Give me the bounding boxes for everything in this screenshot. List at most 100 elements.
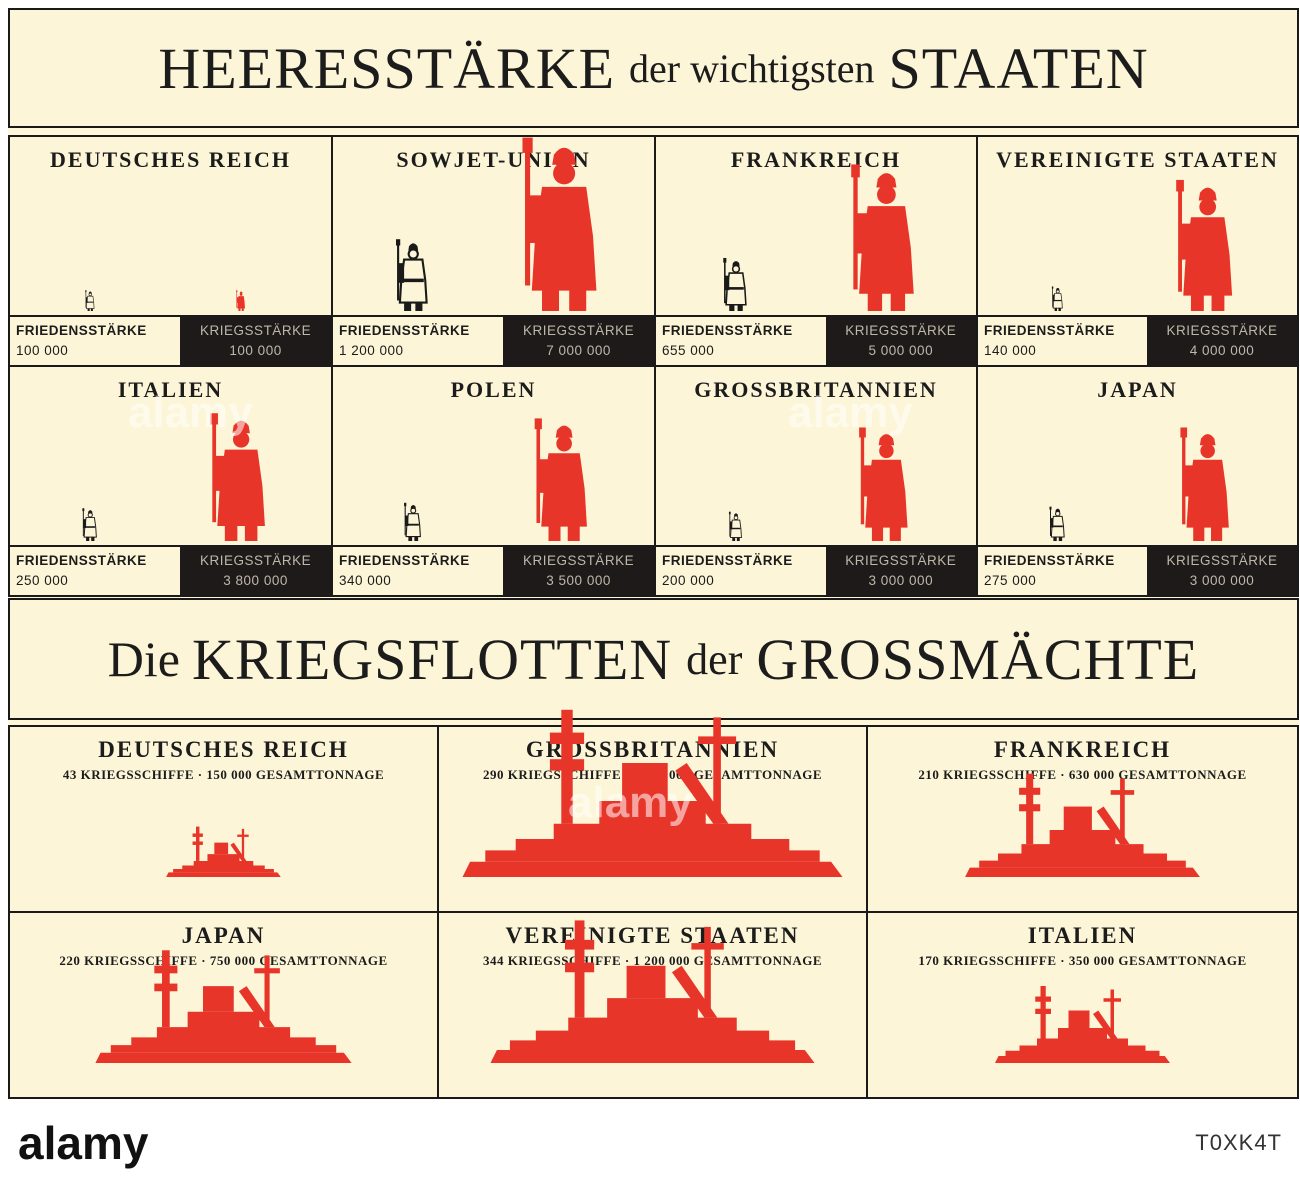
battleship-figure — [166, 826, 281, 877]
peace-strength-label: FRIEDENSSTÄRKE — [16, 323, 147, 338]
fleet-country-name: FRANKREICH — [993, 737, 1172, 762]
army-figures — [1049, 427, 1229, 541]
fleet-figure — [462, 709, 843, 877]
war-strength-value: 7 000 000 — [546, 343, 611, 358]
peace-strength-label: FRIEDENSSTÄRKE — [662, 553, 793, 568]
peace-strength: FRIEDENSSTÄRKE 275 000 — [978, 547, 1138, 595]
war-soldier-figure — [859, 427, 908, 541]
poster: HEERESSTÄRKE der wichtigsten STAATEN DEU… — [8, 8, 1299, 1099]
fleet-panel-vereinigte-staaten: VEREINIGTE STAATEN 344 KRIEGSSCHIFFE · 1 … — [437, 911, 868, 1099]
army-figures — [82, 413, 265, 541]
peace-strength: FRIEDENSSTÄRKE 250 000 — [10, 547, 171, 595]
war-strength-label: KRIEGSSTÄRKE — [1166, 323, 1278, 338]
war-strength-label: KRIEGSSTÄRKE — [845, 323, 957, 338]
fleet-figure — [166, 826, 281, 877]
war-soldier-figure — [1180, 427, 1229, 541]
fleet-country-name: ITALIEN — [1027, 923, 1138, 948]
army-panel-italien: ITALIEN FRIEDENSSTÄRKE 250 000 KRIEGSSTÄRKE… — [8, 365, 333, 597]
battleship-figure — [490, 920, 815, 1063]
war-strength-label: KRIEGSSTÄRKE — [200, 553, 312, 568]
fleet-figure — [965, 773, 1200, 877]
war-soldier-figure — [1176, 179, 1233, 311]
war-strength-value: 3 000 000 — [868, 573, 934, 588]
army-title: HEERESSTÄRKE der wichtigsten STAATEN — [10, 10, 1297, 126]
fleet-title-word-2: KRIEGSFLOTTEN — [191, 626, 673, 692]
war-strength: KRIEGSSTÄRKE 3 500 000 — [503, 547, 654, 595]
war-strength: KRIEGSSTÄRKE 100 000 — [180, 317, 331, 365]
army-title-box: HEERESSTÄRKE der wichtigsten STAATEN — [8, 8, 1299, 128]
war-soldier-figure — [236, 290, 245, 311]
alamy-logo: alamy — [18, 1117, 149, 1169]
army-panel-deutsches-reich: DEUTSCHES REICH FRIEDENSSTÄRKE 100 000 KRIE… — [8, 135, 333, 367]
peace-soldier-figure — [82, 508, 97, 541]
battleship-figure — [965, 773, 1200, 877]
peace-soldier-figure — [728, 511, 742, 541]
war-strength: KRIEGSSTÄRKE 3 000 000 — [825, 547, 976, 595]
war-strength-value: 3 500 000 — [546, 573, 611, 588]
army-panel-grossbritannien: GROSSBRITANNIEN FRIEDENSSTÄRKE 200 000 KRIE… — [654, 365, 978, 597]
country-name: FRANKREICH — [730, 147, 902, 172]
war-strength-label: KRIEGSSTÄRKE — [523, 553, 635, 568]
fleet-figure — [994, 985, 1171, 1063]
army-figures — [85, 290, 245, 311]
peace-soldier-figure — [404, 502, 421, 541]
strength-stats: FRIEDENSSTÄRKE 275 000 KRIEGSSTÄRKE 3 000 0… — [978, 545, 1297, 595]
peace-soldier-figure — [85, 290, 95, 311]
peace-soldier-figure — [396, 239, 428, 311]
fleet-title: Die KRIEGSFLOTTEN der GROSSMÄCHTE — [10, 600, 1297, 718]
fleet-title-word-1: Die — [107, 631, 180, 687]
war-strength: KRIEGSSTÄRKE 4 000 000 — [1147, 317, 1297, 365]
army-figures — [1051, 179, 1233, 311]
fleet-panel-deutsches-reich: DEUTSCHES REICH 43 KRIEGSSCHIFFE · 150 00… — [8, 725, 439, 913]
peace-strength-value: 140 000 — [984, 343, 1037, 358]
strength-stats: FRIEDENSSTÄRKE 1 200 000 KRIEGSSTÄRKE 7 000… — [333, 315, 654, 365]
war-strength-label: KRIEGSSTÄRKE — [845, 553, 957, 568]
strength-stats: FRIEDENSSTÄRKE 200 000 KRIEGSSTÄRKE 3 000 0… — [656, 545, 976, 595]
army-figures — [404, 418, 587, 541]
fleet-caption: 43 KRIEGSSCHIFFE · 150 000 GESAMTTONNAGE — [62, 767, 385, 782]
fleet-country-name: JAPAN — [181, 923, 266, 948]
country-name: VEREINIGTE STAATEN — [996, 147, 1279, 172]
peace-strength-label: FRIEDENSSTÄRKE — [984, 553, 1115, 568]
war-strength-value: 5 000 000 — [868, 343, 934, 358]
war-strength: KRIEGSSTÄRKE 5 000 000 — [825, 317, 976, 365]
peace-strength-value: 200 000 — [662, 573, 715, 588]
army-figures — [728, 427, 908, 541]
strength-stats: FRIEDENSSTÄRKE 655 000 KRIEGSSTÄRKE 5 000 0… — [656, 315, 976, 365]
peace-soldier-figure — [1051, 286, 1063, 311]
war-strength: KRIEGSSTÄRKE 3 800 000 — [180, 547, 331, 595]
army-panel-vereinigte-staaten: VEREINIGTE STAATEN FRIEDENSSTÄRKE 140 000 K… — [976, 135, 1299, 367]
army-panel-frankreich: FRANKREICH FRIEDENSSTÄRKE 655 000 KRIEGSSTÄ… — [654, 135, 978, 367]
peace-strength-label: FRIEDENSSTÄRKE — [984, 323, 1115, 338]
war-strength: KRIEGSSTÄRKE 7 000 000 — [503, 317, 654, 365]
peace-strength-value: 655 000 — [662, 343, 715, 358]
fleet-title-word-3: der — [686, 634, 743, 684]
battleship-figure — [994, 985, 1171, 1063]
country-name: JAPAN — [1097, 377, 1178, 402]
war-strength-label: KRIEGSSTÄRKE — [200, 323, 312, 338]
country-name: DEUTSCHES REICH — [50, 147, 291, 172]
army-panel-japan: JAPAN FRIEDENSSTÄRKE 275 000 KRIEGSSTÄRKE 3 … — [976, 365, 1299, 597]
war-soldier-figure — [210, 413, 265, 541]
army-panel-sowjet-union: SOWJET-UNION FRIEDENSSTÄRKE 1 200 000 KRIEG… — [331, 135, 656, 367]
fleet-title-box: Die KRIEGSFLOTTEN der GROSSMÄCHTE — [8, 598, 1299, 720]
strength-stats: FRIEDENSSTÄRKE 140 000 KRIEGSSTÄRKE 4 000 0… — [978, 315, 1297, 365]
war-strength-label: KRIEGSSTÄRKE — [523, 323, 635, 338]
war-strength-value: 100 000 — [229, 343, 282, 358]
footer-bar: alamy T0XK4T — [0, 1100, 1300, 1187]
fleet-caption: 220 KRIEGSSCHIFFE · 750 000 GESAMTTONNAG… — [59, 953, 388, 968]
fleet-caption: 170 KRIEGSSCHIFFE · 350 000 GESAMTTONNAG… — [918, 953, 1247, 968]
peace-strength: FRIEDENSSTÄRKE 340 000 — [333, 547, 494, 595]
army-title-word-3: STAATEN — [888, 35, 1149, 101]
battleship-figure — [462, 709, 843, 877]
peace-strength: FRIEDENSSTÄRKE 200 000 — [656, 547, 816, 595]
peace-strength-label: FRIEDENSSTÄRKE — [339, 323, 470, 338]
peace-strength-value: 275 000 — [984, 573, 1037, 588]
army-title-word-1: HEERESSTÄRKE — [158, 35, 616, 101]
fleet-country-name: VEREINIGTE STAATEN — [505, 923, 800, 948]
peace-strength: FRIEDENSSTÄRKE 1 200 000 — [333, 317, 494, 365]
fleet-figure — [490, 920, 815, 1063]
peace-strength-label: FRIEDENSSTÄRKE — [339, 553, 470, 568]
battleship-figure — [95, 950, 352, 1063]
